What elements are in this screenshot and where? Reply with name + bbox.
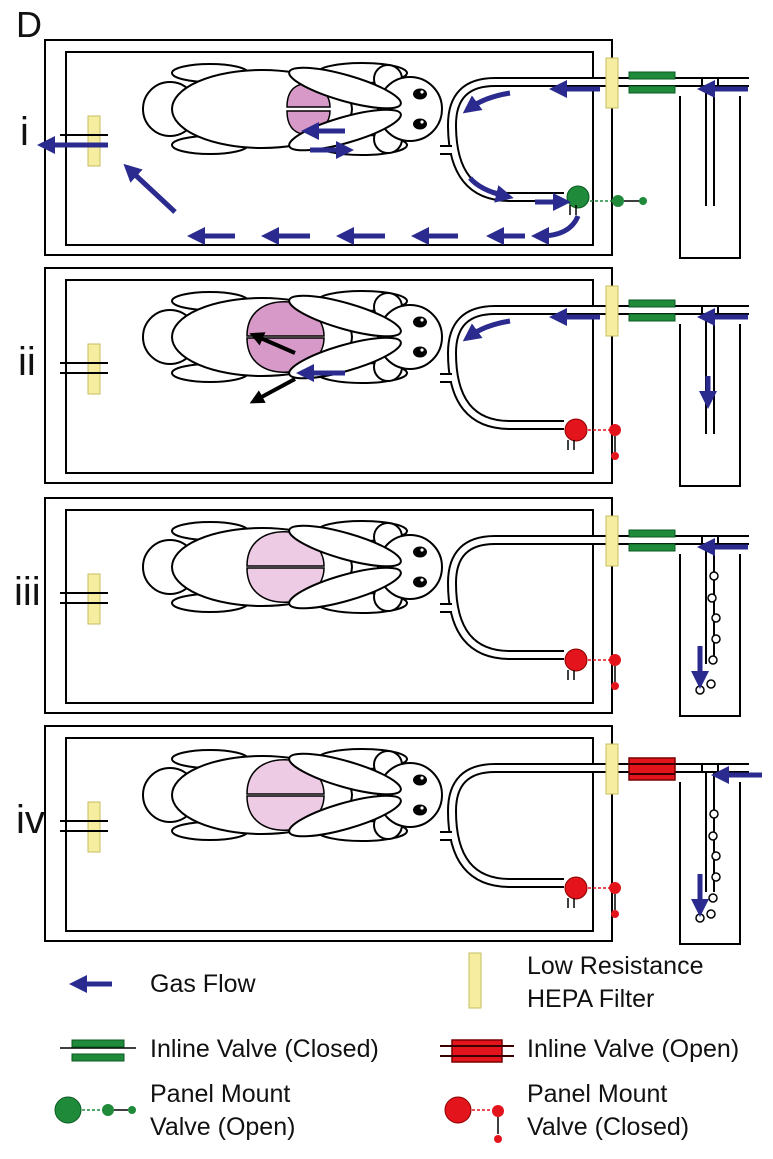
- panel-label-i: i: [20, 110, 29, 154]
- bubbles-iii: [695, 571, 721, 695]
- gas-flow-arrows-iv: [691, 766, 762, 917]
- panel-ii: [45, 268, 749, 486]
- gas-flow-arrows-i: [37, 80, 748, 245]
- legend-panel-open-label-2: Valve (Open): [150, 1113, 296, 1141]
- lung-expansion-arrows-ii: [249, 332, 296, 404]
- legend-inline-closed-label: Inline Valve (Closed): [150, 1035, 379, 1063]
- legend-panel-closed-label-1: Panel Mount: [527, 1080, 668, 1108]
- legend-filter-symbol: [468, 952, 482, 1009]
- panel-label-iv: iv: [16, 798, 45, 842]
- legend-gas-flow-label: Gas Flow: [150, 970, 256, 998]
- legend-panel-closed-label-2: Valve (Closed): [527, 1113, 690, 1141]
- gas-flow-arrows-ii: [296, 308, 748, 409]
- panel-iv: [45, 726, 762, 944]
- legend-inline-closed-symbol: [60, 1039, 136, 1062]
- panel-i: [37, 40, 749, 258]
- legend-filter-label-2: HEPA Filter: [527, 985, 655, 1013]
- gas-flow-arrows-iii: [691, 538, 748, 689]
- panel-label-ii: ii: [18, 340, 36, 384]
- panel-label-iii: iii: [14, 570, 41, 614]
- legend-panel-closed-symbol: [444, 1096, 504, 1143]
- legend-inline-open-symbol: [440, 1039, 514, 1063]
- panel-iii: [45, 498, 749, 716]
- legend-inline-open-label: Inline Valve (Open): [527, 1035, 740, 1063]
- bubbles-iv: [695, 809, 721, 923]
- panel-letter: D: [16, 4, 42, 45]
- legend-panel-open-label-1: Panel Mount: [150, 1080, 291, 1108]
- legend-filter-label-1: Low Resistance: [527, 952, 704, 980]
- legend-panel-open-symbol: [54, 1096, 136, 1124]
